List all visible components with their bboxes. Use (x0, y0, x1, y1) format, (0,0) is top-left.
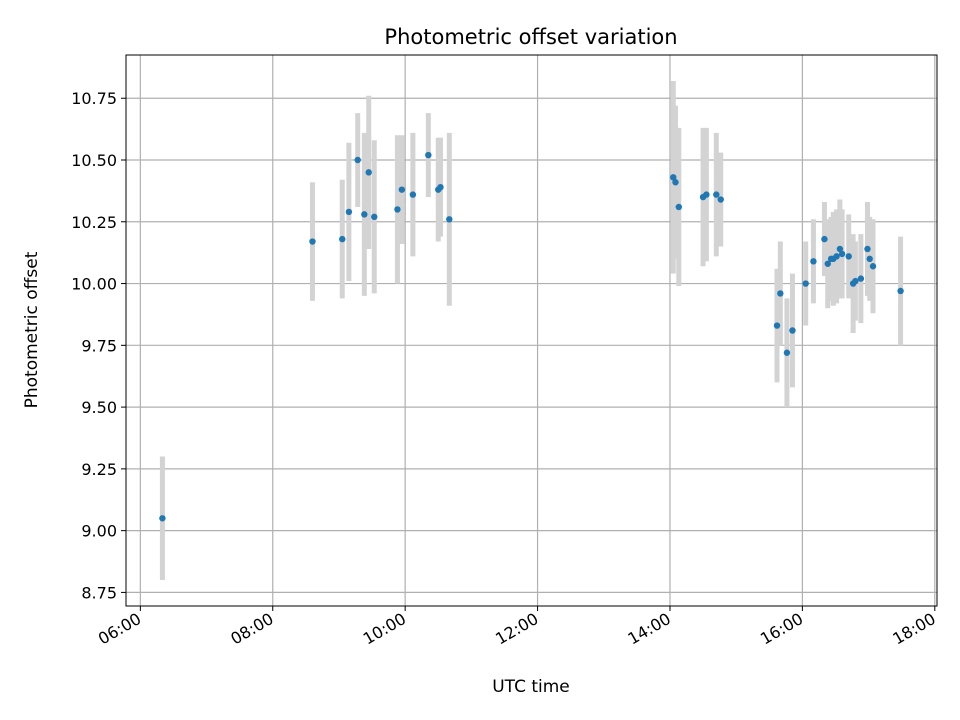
y-tick-label: 9.75 (81, 336, 117, 355)
data-point (446, 216, 453, 223)
data-point (309, 238, 316, 245)
plot-frame (125, 54, 938, 607)
y-tick-label: 8.75 (81, 583, 117, 602)
y-axis-label: Photometric offset (22, 251, 42, 408)
chart-title: Photometric offset variation (384, 25, 677, 49)
y-tick-label: 10.00 (71, 275, 117, 294)
data-point (409, 191, 417, 198)
data-point (703, 191, 710, 198)
data-point (810, 258, 817, 265)
data-points (159, 151, 904, 522)
x-axis: 06:00 08:00 10:00 12:00 14:00 16:00 18:00 (95, 606, 939, 649)
y-tick-label: 9.25 (81, 460, 117, 479)
x-tick-label: 12:00 (492, 609, 541, 649)
data-point (672, 179, 679, 186)
data-point (159, 515, 166, 522)
data-point (717, 196, 724, 203)
data-point (773, 322, 781, 329)
x-tick-label: 18:00 (889, 609, 938, 649)
y-tick-label: 9.50 (81, 398, 117, 417)
data-point (836, 245, 844, 253)
y-axis: 8.75 9.00 9.25 9.50 9.75 10.00 10.25 10.50 10.75 (71, 89, 126, 602)
data-point (777, 290, 784, 297)
data-point (713, 191, 720, 198)
data-point (897, 287, 904, 295)
data-point (789, 327, 796, 334)
x-tick-label: 14:00 (625, 609, 674, 649)
data-point (821, 235, 828, 243)
data-point (345, 208, 353, 216)
data-point (365, 169, 372, 176)
data-point (398, 186, 406, 193)
y-tick-label: 10.25 (71, 213, 117, 232)
data-point (675, 203, 683, 211)
data-point (670, 174, 677, 181)
y-tick-label: 9.00 (81, 522, 117, 541)
data-point (869, 263, 877, 270)
data-point (339, 235, 346, 243)
data-point (361, 211, 368, 218)
data-point (783, 349, 791, 356)
y-tick-label: 10.75 (71, 89, 117, 108)
data-point (845, 253, 852, 260)
x-tick-label: 16:00 (757, 609, 806, 649)
data-point (824, 260, 831, 267)
grid (126, 55, 937, 606)
y-tick-label: 10.50 (71, 151, 117, 170)
data-point (857, 275, 865, 282)
data-point (852, 277, 859, 285)
x-tick-label: 06:00 (95, 609, 144, 649)
x-axis-label: UTC time (492, 677, 570, 697)
data-point (833, 253, 840, 260)
data-point (866, 255, 873, 263)
data-point (371, 213, 378, 221)
data-point (354, 156, 361, 164)
data-point (437, 183, 444, 191)
data-point (838, 250, 846, 258)
plot-background (126, 55, 937, 606)
data-point (802, 280, 809, 287)
x-tick-label: 08:00 (227, 609, 276, 649)
x-tick-label: 10:00 (360, 609, 409, 649)
data-point (864, 245, 871, 253)
data-point (394, 206, 401, 213)
data-point (425, 151, 432, 159)
